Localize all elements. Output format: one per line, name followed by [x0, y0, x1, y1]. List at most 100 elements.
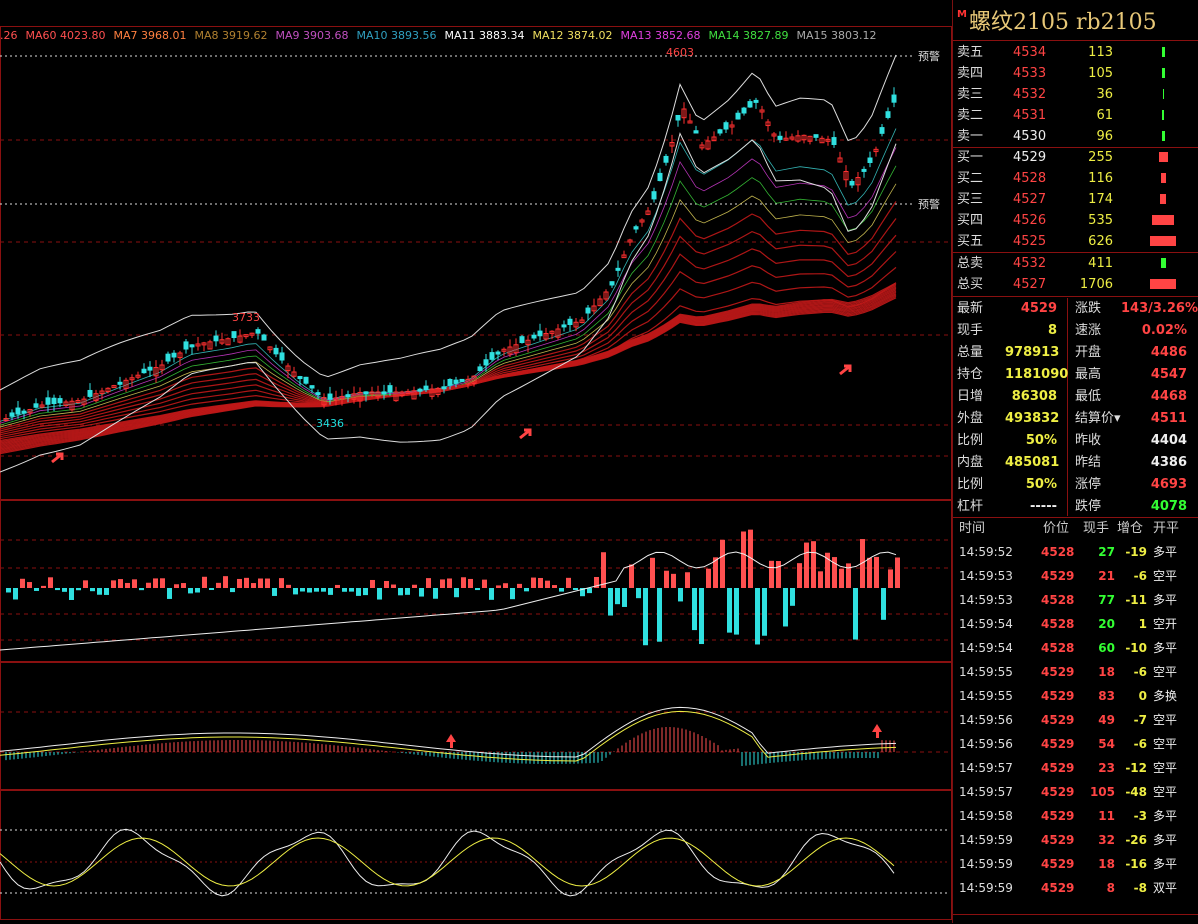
candle-body	[57, 398, 63, 404]
total-row[interactable]: 总买 4527 1706	[953, 274, 1198, 295]
tick-row[interactable]: 14:59:59 4529 8 -8 双平	[953, 876, 1198, 900]
tick-row[interactable]: 14:59:52 4528 27 -19 多平	[953, 540, 1198, 564]
quote-label: 结算价▾	[1075, 411, 1121, 426]
level-price: 4525	[1013, 234, 1047, 249]
tick-row[interactable]: 14:59:58 4529 11 -3 多平	[953, 804, 1198, 828]
candle-body	[225, 338, 231, 346]
ma-legend-item: MA12 3874.02	[532, 29, 613, 42]
quote-label: 昨结	[1075, 455, 1102, 470]
candle-body	[753, 99, 759, 103]
ma-line	[0, 282, 897, 440]
candle-body	[339, 396, 345, 400]
tick-price: 4529	[1041, 665, 1075, 679]
tick-row[interactable]: 14:59:59 4529 32 -26 多平	[953, 828, 1198, 852]
bid-row[interactable]: 买二 4528 116	[953, 168, 1198, 189]
candle-body	[327, 393, 333, 400]
tick-row[interactable]: 14:59:57 4529 105 -48 空平	[953, 780, 1198, 804]
tick-table-header: 时间 价位 现手 增仓 开平	[953, 519, 1198, 539]
tick-time: 14:59:54	[959, 641, 1013, 655]
bid-row[interactable]: 买一 4529 255	[953, 147, 1198, 168]
quote-label: 速涨	[1075, 323, 1102, 338]
tick-time: 14:59:55	[959, 689, 1013, 703]
volume-bar	[293, 588, 298, 595]
candle-body	[75, 400, 81, 403]
candle-body	[297, 376, 303, 380]
ask-row[interactable]: 卖五 4534 113	[953, 42, 1198, 63]
tick-row[interactable]: 14:59:53 4529 21 -6 空平	[953, 564, 1198, 588]
candle-body	[591, 305, 597, 312]
kline-chart-area[interactable]: .26 MA60 4023.80 MA7 3968.01 MA8 3919.62 MA9…	[0, 0, 952, 923]
tick-price: 4528	[1041, 545, 1075, 559]
bid-row[interactable]: 买五 4525 626	[953, 231, 1198, 252]
tick-row[interactable]: 14:59:56 4529 54 -6 空平	[953, 732, 1198, 756]
bid-row[interactable]: 买三 4527 174	[953, 189, 1198, 210]
kdj-d-line	[0, 837, 895, 887]
volume-bar	[678, 588, 683, 602]
ma-legend-item: MA7 3968.01	[113, 29, 187, 42]
tick-type: 空平	[1153, 665, 1178, 679]
tick-time: 14:59:55	[959, 665, 1013, 679]
tick-hand: 21	[1098, 569, 1115, 583]
ma-line	[0, 282, 897, 455]
candle-body	[201, 342, 207, 346]
volume-bar	[769, 560, 774, 588]
level-label: 卖一	[957, 129, 984, 144]
tick-row[interactable]: 14:59:59 4529 18 -16 多平	[953, 852, 1198, 876]
candle-body	[807, 135, 813, 142]
candle-body	[117, 381, 123, 385]
quote-row: 杠杆 ----- 跌停 4078	[953, 496, 1198, 517]
candle-body	[399, 391, 405, 397]
candle-body	[507, 346, 513, 355]
tick-row[interactable]: 14:59:57 4529 23 -12 空平	[953, 756, 1198, 780]
label-high: 4603	[666, 46, 694, 59]
volume-bar	[517, 583, 522, 588]
ask-row[interactable]: 卖四 4533 105	[953, 63, 1198, 84]
candle-body	[21, 410, 27, 414]
ask-row[interactable]: 卖一 4530 96	[953, 126, 1198, 147]
ask-row[interactable]: 卖二 4531 61	[953, 105, 1198, 126]
ma-legend: .26 MA60 4023.80 MA7 3968.01 MA8 3919.62 MA9…	[0, 26, 885, 46]
ma-legend-item: MA60 4023.80	[25, 29, 106, 42]
candle-body	[9, 412, 15, 417]
candle-body	[555, 328, 561, 338]
volume-bar	[139, 588, 144, 591]
tick-row[interactable]: 14:59:56 4529 49 -7 空平	[953, 708, 1198, 732]
total-row[interactable]: 总卖 4532 411	[953, 253, 1198, 274]
open-interest-line	[0, 551, 897, 651]
candle-body	[723, 122, 729, 130]
panel-frame	[0, 500, 952, 662]
quote-value: 4529	[1020, 301, 1057, 316]
tick-row[interactable]: 14:59:54 4528 60 -10 多平	[953, 636, 1198, 660]
bottom-tabs[interactable]	[953, 914, 1198, 924]
tick-row[interactable]: 14:59:53 4528 77 -11 多平	[953, 588, 1198, 612]
tick-hand: 105	[1089, 785, 1115, 799]
tick-row[interactable]: 14:59:55 4529 18 -6 空平	[953, 660, 1198, 684]
tick-row[interactable]: 14:59:55 4529 83 0 多换	[953, 684, 1198, 708]
volume-bar	[643, 588, 648, 646]
candle-body	[159, 364, 165, 371]
candle-body	[477, 366, 483, 372]
candle-body	[321, 397, 327, 406]
volume-bar	[776, 560, 781, 588]
quote-row: 内盘 485081 昨结 4386	[953, 452, 1198, 473]
volume-bar	[755, 588, 760, 645]
volume-bar	[370, 579, 375, 588]
candle-body	[267, 346, 273, 351]
volume-bar	[412, 584, 417, 588]
tick-oi: -11	[1125, 593, 1147, 607]
candle-body	[285, 365, 291, 372]
volume-bar	[356, 588, 361, 596]
candle-body	[855, 177, 861, 186]
level-label: 买二	[957, 171, 984, 186]
panel-frame	[0, 26, 952, 500]
volume-bar	[475, 588, 480, 591]
bid-row[interactable]: 买四 4526 535	[953, 210, 1198, 231]
level-label: 买五	[957, 234, 984, 249]
volume-bar	[804, 542, 809, 588]
quote-value: 4511	[1150, 411, 1187, 426]
tick-price: 4529	[1041, 737, 1075, 751]
volume-bar	[608, 588, 613, 616]
tick-row[interactable]: 14:59:54 4528 20 1 空开	[953, 612, 1198, 636]
ask-row[interactable]: 卖三 4532 36	[953, 84, 1198, 105]
